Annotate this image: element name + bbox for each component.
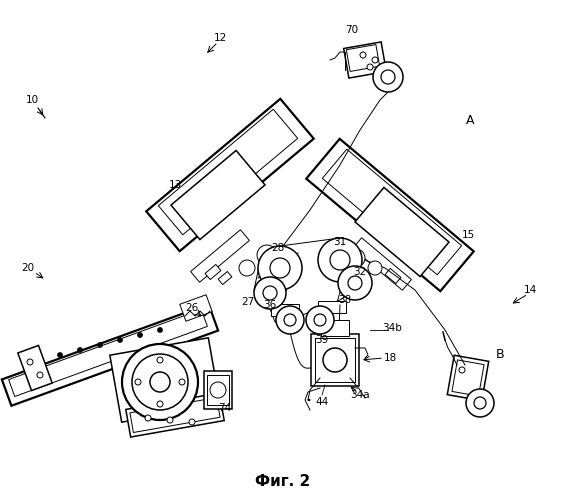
Text: 32: 32 — [353, 267, 367, 277]
Circle shape — [138, 332, 142, 338]
Text: B: B — [496, 348, 504, 362]
Circle shape — [314, 314, 326, 326]
Polygon shape — [158, 109, 298, 235]
Polygon shape — [2, 304, 218, 406]
Circle shape — [338, 266, 372, 300]
Circle shape — [348, 276, 362, 290]
Polygon shape — [452, 360, 484, 396]
Text: 15: 15 — [462, 230, 475, 240]
Polygon shape — [110, 338, 220, 422]
Circle shape — [150, 372, 170, 392]
Text: 12: 12 — [213, 33, 227, 43]
Circle shape — [381, 70, 395, 84]
Circle shape — [284, 314, 296, 326]
Text: 27: 27 — [242, 297, 255, 307]
Text: 10: 10 — [26, 95, 39, 105]
Polygon shape — [130, 398, 220, 432]
Polygon shape — [306, 139, 474, 291]
Circle shape — [135, 379, 141, 385]
Polygon shape — [146, 99, 314, 251]
Polygon shape — [180, 295, 212, 321]
Circle shape — [167, 417, 173, 423]
Polygon shape — [344, 42, 386, 78]
Circle shape — [122, 344, 198, 420]
Circle shape — [189, 419, 195, 425]
Circle shape — [360, 52, 366, 58]
Circle shape — [132, 354, 188, 410]
Text: 39: 39 — [315, 335, 329, 345]
Polygon shape — [207, 375, 229, 405]
Circle shape — [145, 415, 151, 421]
Polygon shape — [355, 188, 449, 276]
Polygon shape — [311, 334, 359, 386]
Circle shape — [257, 245, 277, 265]
Text: A: A — [466, 114, 474, 126]
Circle shape — [466, 389, 494, 417]
Text: 31: 31 — [333, 237, 346, 247]
Text: 18: 18 — [383, 353, 397, 363]
Polygon shape — [385, 268, 401, 283]
Circle shape — [27, 359, 33, 365]
Polygon shape — [205, 264, 221, 280]
Text: 28: 28 — [272, 243, 285, 253]
Circle shape — [78, 348, 83, 352]
Text: 34b: 34b — [382, 323, 402, 333]
Circle shape — [57, 352, 62, 358]
Circle shape — [306, 306, 334, 334]
Polygon shape — [315, 338, 355, 382]
Text: Фиг. 2: Фиг. 2 — [255, 474, 311, 490]
Circle shape — [276, 306, 304, 334]
Circle shape — [270, 258, 290, 278]
Circle shape — [373, 62, 403, 92]
Circle shape — [372, 57, 378, 63]
Text: 38: 38 — [338, 295, 352, 305]
Circle shape — [330, 250, 350, 270]
Polygon shape — [321, 320, 349, 336]
Text: 70: 70 — [345, 25, 358, 35]
Circle shape — [158, 328, 163, 332]
Circle shape — [117, 338, 122, 342]
Circle shape — [258, 246, 302, 290]
Polygon shape — [191, 230, 249, 282]
Circle shape — [459, 367, 465, 373]
Circle shape — [157, 357, 163, 363]
Polygon shape — [18, 346, 52, 391]
Circle shape — [318, 238, 362, 282]
Polygon shape — [447, 356, 489, 401]
Polygon shape — [9, 310, 208, 396]
Circle shape — [239, 260, 255, 276]
Circle shape — [347, 249, 365, 267]
Polygon shape — [171, 150, 265, 240]
Text: 34a: 34a — [350, 390, 370, 400]
Circle shape — [263, 286, 277, 300]
Polygon shape — [204, 371, 232, 409]
Polygon shape — [353, 238, 412, 290]
Text: 44: 44 — [315, 397, 329, 407]
Polygon shape — [218, 272, 232, 284]
Text: 36: 36 — [264, 300, 277, 310]
Text: 26: 26 — [185, 303, 198, 313]
Polygon shape — [271, 304, 299, 316]
Circle shape — [37, 372, 43, 378]
Text: 13: 13 — [168, 180, 181, 190]
Circle shape — [210, 382, 226, 398]
Circle shape — [98, 342, 103, 347]
Circle shape — [323, 348, 347, 372]
Circle shape — [474, 397, 486, 409]
Circle shape — [179, 379, 185, 385]
Text: 74: 74 — [218, 403, 232, 413]
Circle shape — [254, 277, 286, 309]
Polygon shape — [322, 149, 462, 275]
Circle shape — [367, 64, 373, 70]
Polygon shape — [126, 393, 224, 437]
Polygon shape — [318, 301, 346, 313]
Text: 20: 20 — [22, 263, 35, 273]
Polygon shape — [346, 44, 380, 72]
Circle shape — [157, 401, 163, 407]
Text: 14: 14 — [523, 285, 536, 295]
Circle shape — [368, 261, 382, 275]
